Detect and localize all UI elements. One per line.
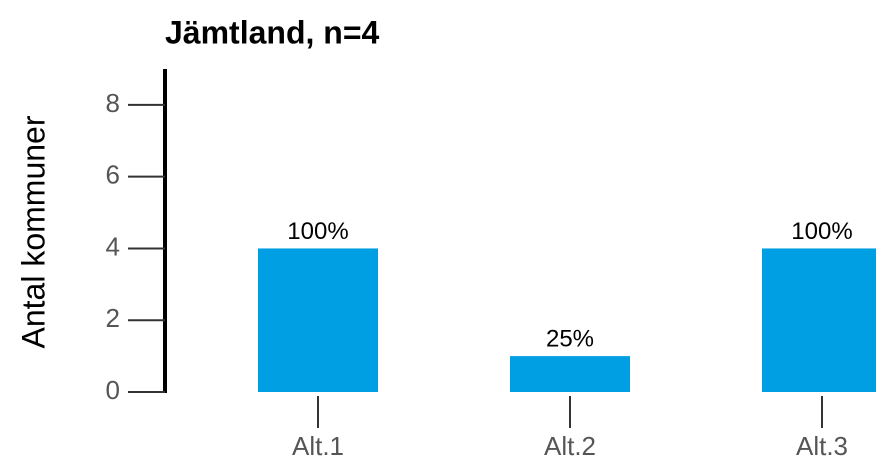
y-tick-label: 0 xyxy=(106,375,120,405)
chart-title: Jämtland, n=4 xyxy=(165,14,380,50)
x-tick-label: Alt.2 xyxy=(544,431,596,461)
bar xyxy=(762,248,876,392)
bar xyxy=(258,248,378,392)
y-tick-label: 6 xyxy=(106,160,120,190)
y-tick-label: 2 xyxy=(106,303,120,333)
bar-annotation: 25% xyxy=(546,325,594,352)
bar xyxy=(510,356,630,392)
bar-annotation: 100% xyxy=(287,218,348,245)
y-tick-label: 8 xyxy=(106,88,120,118)
y-tick-label: 4 xyxy=(106,231,120,261)
bar-annotation: 100% xyxy=(791,218,852,245)
x-tick-label: Alt.3 xyxy=(796,431,848,461)
y-axis-label: Antal kommuner xyxy=(15,115,51,348)
x-tick-label: Alt.1 xyxy=(292,431,344,461)
